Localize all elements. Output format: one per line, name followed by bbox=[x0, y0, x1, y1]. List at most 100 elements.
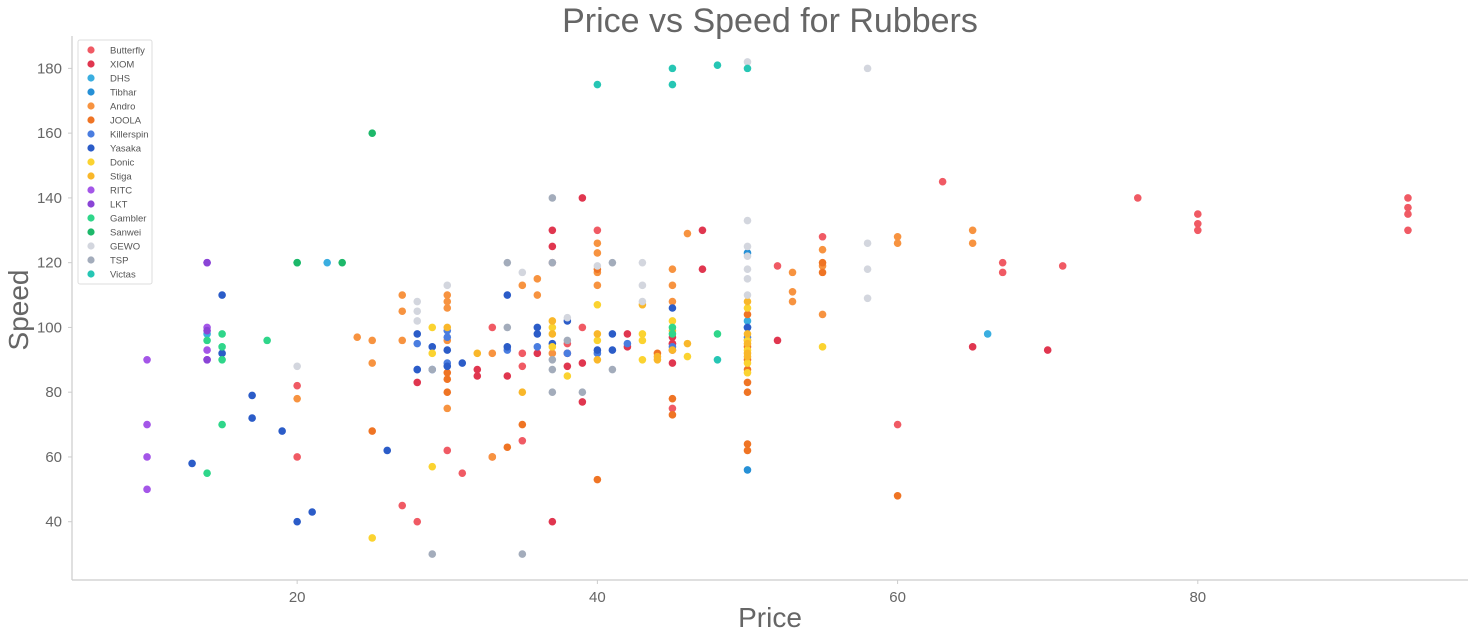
data-point bbox=[818, 245, 827, 254]
data-point bbox=[623, 330, 632, 338]
data-point bbox=[218, 356, 226, 364]
y-tick-label: 180 bbox=[37, 60, 62, 77]
data-point bbox=[443, 368, 452, 377]
legend-marker bbox=[87, 158, 95, 166]
data-point bbox=[608, 330, 617, 338]
data-point bbox=[293, 394, 301, 403]
data-point bbox=[863, 64, 872, 73]
data-point bbox=[413, 517, 422, 526]
data-point bbox=[653, 356, 662, 364]
data-point bbox=[503, 323, 512, 332]
data-point bbox=[413, 307, 422, 316]
data-point bbox=[668, 411, 677, 419]
data-point bbox=[548, 330, 557, 338]
data-point bbox=[608, 365, 617, 374]
series-tsp bbox=[428, 194, 617, 558]
data-point bbox=[638, 356, 647, 364]
legend-label: Stiga bbox=[110, 172, 132, 183]
data-point bbox=[743, 466, 752, 474]
data-point bbox=[638, 281, 647, 290]
data-point bbox=[1194, 226, 1202, 235]
data-point bbox=[428, 462, 437, 471]
data-point bbox=[608, 258, 617, 267]
data-point bbox=[473, 349, 482, 358]
y-tick-label: 120 bbox=[37, 255, 62, 272]
data-point bbox=[488, 323, 497, 332]
data-point bbox=[368, 359, 377, 367]
data-point bbox=[398, 501, 407, 510]
data-point bbox=[323, 258, 331, 267]
data-point bbox=[668, 297, 677, 306]
data-point bbox=[818, 343, 827, 351]
data-point bbox=[143, 485, 151, 494]
data-point bbox=[548, 226, 557, 235]
data-point bbox=[668, 346, 677, 354]
data-point bbox=[668, 317, 677, 325]
data-point bbox=[263, 336, 271, 345]
legend-marker bbox=[87, 74, 95, 82]
data-point bbox=[503, 291, 512, 299]
legend-box bbox=[77, 39, 153, 285]
x-tick-label: 60 bbox=[889, 589, 906, 606]
y-tick-label: 60 bbox=[45, 449, 62, 466]
data-point bbox=[533, 349, 542, 358]
legend-marker bbox=[87, 172, 95, 180]
data-point bbox=[548, 258, 557, 267]
legend-marker bbox=[87, 116, 95, 124]
y-tick-label: 160 bbox=[37, 125, 62, 142]
data-point bbox=[518, 550, 527, 558]
data-point bbox=[578, 323, 587, 332]
data-point bbox=[533, 275, 542, 283]
legend-marker bbox=[87, 242, 95, 250]
data-point bbox=[548, 388, 557, 396]
data-point bbox=[203, 356, 211, 364]
data-point bbox=[968, 239, 977, 248]
data-point bbox=[638, 330, 647, 338]
data-point bbox=[398, 307, 407, 316]
legend-marker bbox=[87, 186, 95, 194]
data-point bbox=[788, 268, 797, 277]
data-point bbox=[443, 333, 452, 341]
data-point bbox=[743, 216, 752, 225]
y-axis-title: Speed bbox=[3, 270, 34, 351]
data-point bbox=[668, 265, 677, 273]
data-point bbox=[368, 534, 377, 542]
data-point bbox=[413, 297, 422, 306]
data-point bbox=[308, 508, 316, 516]
data-point bbox=[818, 268, 827, 277]
data-point bbox=[893, 420, 902, 429]
data-point bbox=[593, 330, 602, 338]
data-point bbox=[353, 333, 362, 341]
data-point bbox=[338, 258, 346, 267]
data-point bbox=[743, 317, 752, 325]
data-point bbox=[203, 336, 211, 345]
data-point bbox=[593, 281, 602, 290]
data-point bbox=[293, 517, 301, 526]
data-point bbox=[563, 372, 572, 380]
data-point bbox=[548, 356, 557, 364]
series-andro bbox=[293, 226, 977, 461]
data-point bbox=[893, 492, 902, 500]
data-point bbox=[638, 258, 647, 267]
y-ticks: 40 60 80 100 120 140 160 180 bbox=[37, 60, 72, 531]
data-point bbox=[698, 265, 707, 273]
data-point bbox=[413, 317, 422, 325]
data-point bbox=[818, 258, 827, 267]
data-point bbox=[668, 304, 677, 312]
data-point bbox=[743, 297, 752, 306]
data-point bbox=[743, 291, 752, 299]
data-point bbox=[443, 346, 452, 354]
data-point bbox=[668, 394, 677, 403]
data-point bbox=[968, 343, 977, 351]
data-point bbox=[668, 80, 677, 89]
legend-label: Sanwei bbox=[110, 228, 141, 239]
legend-marker bbox=[87, 270, 95, 278]
legend-marker bbox=[87, 214, 95, 222]
legend-label: Andro bbox=[110, 102, 135, 113]
legend-label: Gambler bbox=[110, 214, 146, 225]
data-point bbox=[683, 229, 692, 238]
data-point bbox=[143, 453, 151, 461]
data-point bbox=[1404, 210, 1412, 218]
data-point bbox=[668, 323, 677, 332]
